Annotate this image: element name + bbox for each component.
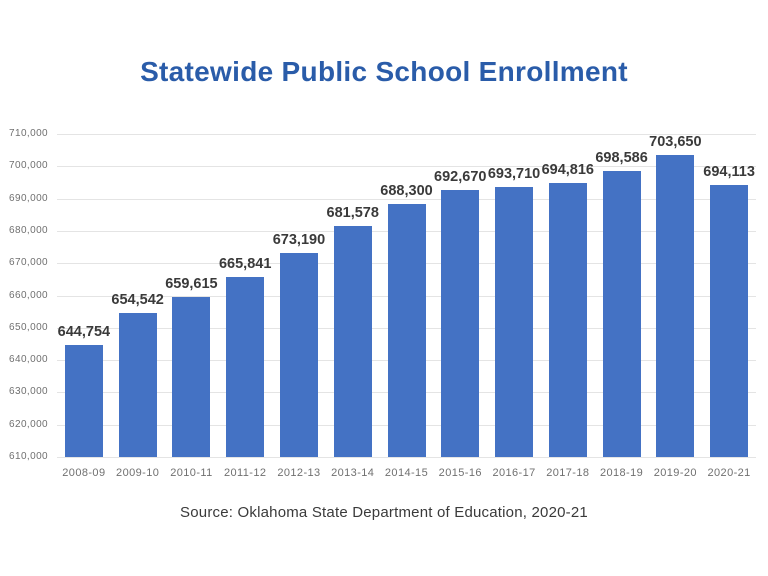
gridline: [57, 166, 756, 168]
y-tick-label: 640,000: [9, 354, 48, 366]
bar: [333, 226, 372, 457]
x-tick-label: 2010-11: [170, 467, 213, 479]
x-tick-label: 2019-20: [653, 467, 697, 479]
bar-value-label: 692,670: [434, 169, 487, 185]
x-tick-label: 2014-15: [384, 467, 429, 479]
y-axis: 710,000 700,000 690,000 680,000 670,000 660,0…: [0, 128, 48, 462]
y-tick-label: 690,000: [9, 192, 48, 204]
gridline: [57, 198, 756, 200]
gridline: [57, 134, 756, 135]
bar-value-label: 665,841: [218, 256, 272, 272]
y-tick-label: 610,000: [9, 451, 48, 462]
bar: [441, 190, 480, 457]
bar: [710, 185, 749, 457]
x-tick-label: 2016-17: [492, 467, 536, 479]
bar: [118, 313, 157, 457]
y-tick-label: 660,000: [9, 289, 48, 301]
x-tick-label: 2020-21: [707, 467, 751, 479]
bar-value-label: 654,542: [111, 292, 164, 308]
bar: [64, 345, 103, 457]
bar-value-label: 694,113: [703, 164, 755, 180]
bar: [548, 183, 587, 457]
bar-value-label: 659,615: [165, 276, 218, 292]
plot-area: 644,754 2008-09 654,542 2009-10 659,615 2010-…: [57, 134, 756, 479]
bar: [387, 204, 426, 457]
x-tick-label: 2013-14: [331, 467, 375, 479]
x-tick-label: 2009-10: [116, 467, 160, 479]
bar: [279, 253, 318, 457]
bar: [495, 187, 534, 457]
bar: [602, 171, 641, 457]
bar: [226, 277, 265, 457]
y-tick-label: 700,000: [9, 160, 48, 172]
x-tick-label: 2018-19: [599, 467, 644, 479]
source-note: Source: Oklahoma State Department of Edu…: [180, 504, 588, 521]
y-tick-label: 670,000: [9, 257, 48, 269]
bar-value-label: 703,650: [649, 134, 702, 150]
x-tick-label: 2008-09: [62, 467, 106, 479]
x-tick-label: 2011-12: [224, 467, 267, 479]
bar-value-label: 673,190: [272, 232, 326, 248]
chart-title: Statewide Public School Enrollment: [140, 56, 628, 87]
bar: [656, 155, 695, 457]
x-tick-label: 2017-18: [546, 467, 590, 479]
bar-value-label: 688,300: [380, 183, 433, 199]
y-tick-label: 680,000: [9, 224, 48, 236]
bar-value-label: 681,578: [326, 205, 379, 221]
bar: [172, 297, 211, 457]
y-tick-label: 630,000: [9, 386, 48, 398]
bar-value-label: 644,754: [57, 324, 111, 340]
x-tick-label: 2012-13: [277, 467, 321, 479]
bar-value-label: 698,586: [595, 150, 648, 166]
x-tick-label: 2015-16: [438, 467, 482, 479]
y-tick-label: 650,000: [9, 321, 48, 333]
y-tick-label: 620,000: [9, 418, 48, 430]
bar-value-label: 694,816: [541, 162, 595, 178]
bar-value-label: 693,710: [487, 166, 541, 182]
y-tick-label: 710,000: [9, 128, 48, 139]
gridline: [57, 457, 756, 458]
